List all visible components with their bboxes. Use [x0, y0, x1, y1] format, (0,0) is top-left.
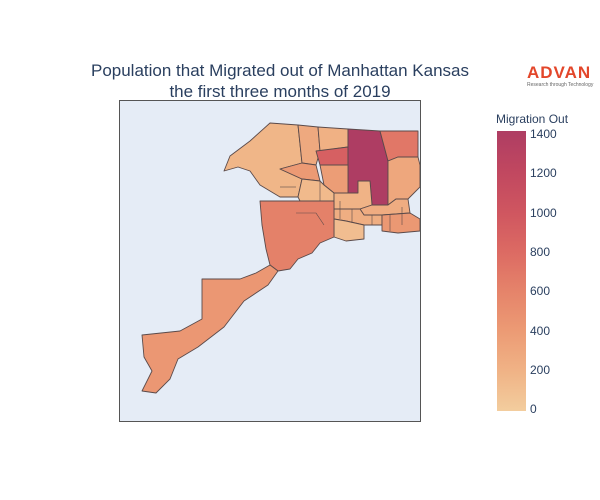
logo-wordmark: ADVAN [527, 63, 592, 82]
colorbar-tick: 400 [530, 324, 551, 338]
colorbar-tick: 600 [530, 284, 551, 298]
logo-tagline: Research through Technology [527, 82, 594, 88]
colorbar-title: Migration Out [496, 112, 569, 126]
region-central-large[interactable] [259, 200, 335, 272]
region-north-mid-a[interactable] [297, 124, 321, 166]
map-panel[interactable] [119, 100, 421, 422]
colorbar-tick: 200 [530, 363, 551, 377]
colorbar-tick: 1400 [530, 127, 557, 141]
colorbar-tick: 0 [530, 402, 537, 416]
colorbar-tick: 1000 [530, 206, 557, 220]
region-south-tail[interactable] [141, 264, 279, 394]
chart-title: Population that Migrated out of Manhatta… [40, 60, 520, 102]
title-line-2: the first three months of 2019 [169, 82, 391, 101]
inner-boundary [296, 212, 325, 226]
region-north-west[interactable] [223, 122, 303, 198]
region-east-low[interactable] [381, 212, 420, 234]
colorbar-scale [497, 131, 526, 411]
colorbar-tick: 1200 [530, 166, 557, 180]
colorbar-tick: 800 [530, 245, 551, 259]
region-east-strip[interactable] [387, 156, 420, 206]
choropleth-map[interactable] [120, 101, 420, 421]
advan-logo: ADVAN Research through Technology [527, 63, 595, 89]
title-line-1: Population that Migrated out of Manhatta… [90, 61, 470, 80]
